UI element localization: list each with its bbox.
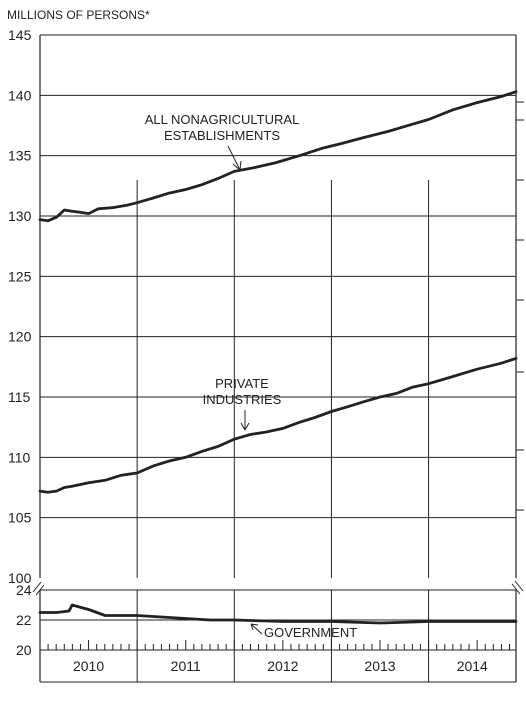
lower-y-tick-label: 22 [16,612,32,628]
series-layer [38,90,518,625]
axis-break-right [511,580,524,595]
upper-y-tick-label: 145 [8,27,32,43]
upper-panel: 145 140 135 130 125 120 115 110 105 100 [8,27,524,596]
upper-y-tick-label: 130 [8,208,32,224]
upper-y-tick-label: 110 [8,449,31,465]
annotation-leader [250,623,263,635]
upper-y-tick-label: 125 [8,268,32,284]
upper-y-tick-label: 105 [8,510,32,526]
annotation-private-industries: PRIVATE [215,376,269,391]
axis-break-left [32,581,45,596]
lower-y-tick-label: 24 [16,582,32,598]
annotation-leader [227,145,241,171]
series-line-government [38,603,518,625]
annotation-nonagricultural: ESTABLISHMENTS [164,128,280,143]
annotation-arrowhead [232,160,242,171]
x-tick-label: 2010 [73,658,104,674]
upper-y-tick-label: 135 [8,148,32,164]
upper-y-tick-label: 115 [8,389,31,405]
annotation-arrowhead [250,623,259,631]
upper-y-tick-label: 100 [8,570,32,586]
x-tick-label: 2011 [171,658,201,674]
annotation-nonagricultural: ALL NONAGRICULTURAL [145,112,300,127]
x-tick-label: 2013 [364,658,395,674]
x-tick-label: 2012 [267,658,298,674]
annotation-arrowhead [240,422,250,431]
series-line-nonagricultural [38,90,518,223]
series-line-private-industries [38,356,518,494]
upper-y-tick-label: 120 [8,329,32,345]
x-tick-label: 2014 [457,658,488,674]
y-axis-unit-label: MILLIONS OF PERSONS* [7,8,150,22]
annotation-private-industries: INDUSTRIES [203,392,282,407]
x-axis: 2010 2011 2012 2013 2014 [39,180,517,683]
upper-y-tick-label: 140 [8,87,32,103]
lower-y-tick-label: 20 [16,642,32,658]
annotation-government: GOVERNMENT [264,625,357,640]
